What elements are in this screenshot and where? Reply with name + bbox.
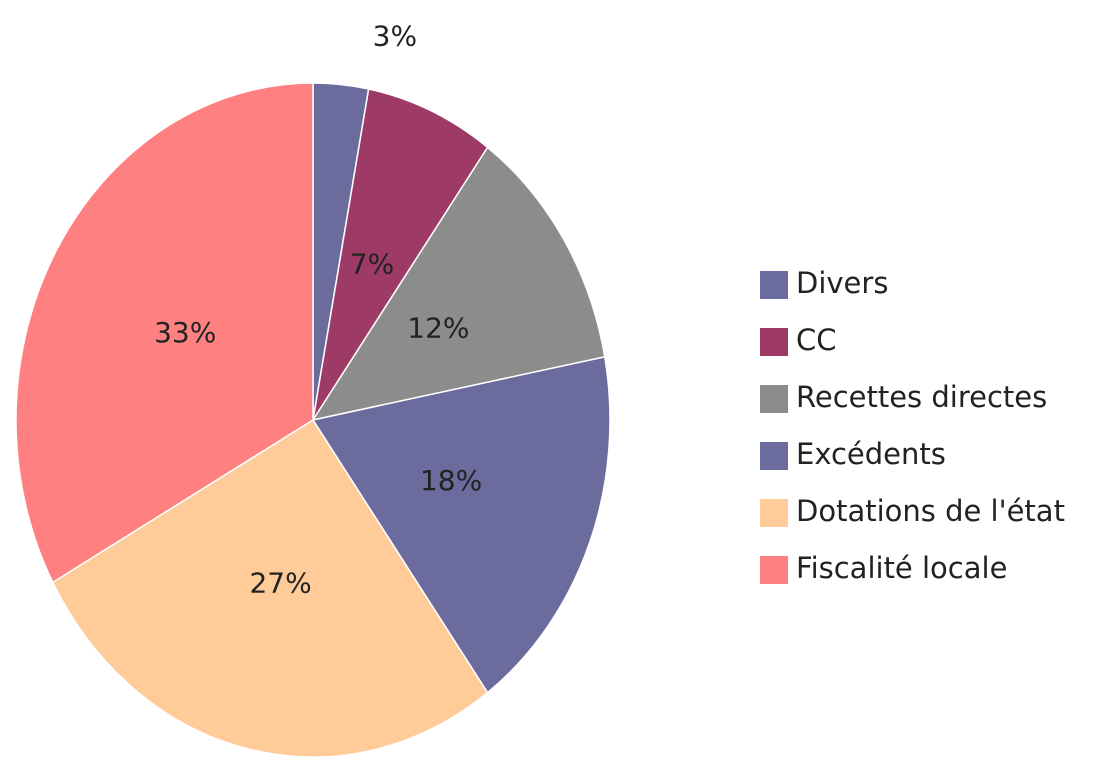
legend-swatch [760, 328, 788, 356]
legend-label: Divers [796, 266, 888, 300]
legend-label: Excédents [796, 437, 946, 471]
data-label: 12% [407, 312, 469, 345]
legend-label: Dotations de l'état [796, 494, 1065, 528]
data-label: 7% [350, 247, 394, 280]
pie-slice [312, 88, 489, 421]
data-label: 33% [154, 316, 216, 349]
legend-swatch [760, 499, 788, 527]
pie-slice [15, 82, 314, 584]
pie-slice [51, 418, 489, 758]
pie-slice [311, 355, 611, 694]
legend-swatch [760, 556, 788, 584]
legend-label: CC [796, 323, 837, 357]
legend-swatch [760, 442, 788, 470]
data-label: 27% [249, 566, 311, 599]
legend-swatch [760, 271, 788, 299]
legend-swatch [760, 385, 788, 413]
data-label: 3% [373, 20, 417, 53]
pie-slice [311, 146, 606, 422]
data-label: 18% [420, 464, 482, 497]
legend-label: Recettes directes [796, 380, 1047, 414]
legend-label: Fiscalité locale [796, 551, 1007, 585]
